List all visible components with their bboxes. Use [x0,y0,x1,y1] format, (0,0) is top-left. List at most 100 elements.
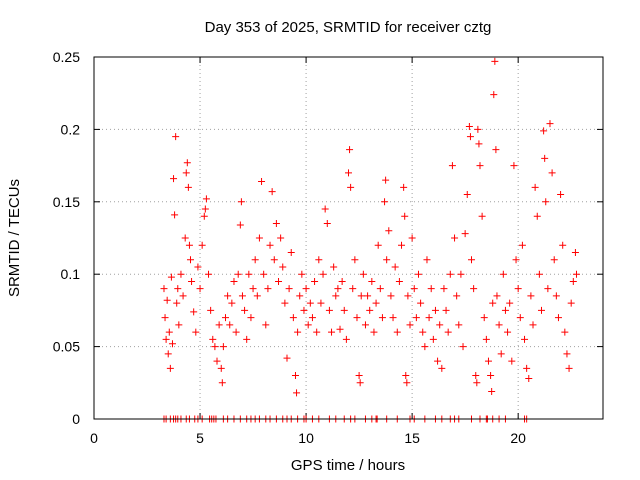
data-point [177,270,185,278]
data-point [361,321,369,329]
data-point [184,183,192,191]
data-point [200,212,208,220]
data-point [563,350,571,358]
data-point [495,321,503,329]
data-point [181,234,189,242]
data-point [548,169,556,177]
data-point [166,364,174,372]
data-point [346,146,354,154]
data-point [374,241,382,249]
data-point [300,306,308,314]
data-point [529,321,537,329]
y-tick-label: 0.15 [53,194,80,210]
data-point [262,321,270,329]
data-point [475,140,483,148]
data-point [281,299,289,307]
data-point [531,183,539,191]
data-point [167,273,175,281]
data-point [565,364,573,372]
data-point [514,285,522,293]
data-point [359,270,367,278]
data-point [162,335,170,343]
data-point [523,364,531,372]
x-tick-label: 5 [196,430,204,446]
data-point [427,285,435,293]
data-point [296,292,304,300]
data-point [364,292,372,300]
data-point [554,314,562,322]
data-point [412,314,420,322]
data-point [535,270,543,278]
data-point [541,154,549,162]
data-point [173,299,181,307]
data-point [366,306,374,314]
data-point [355,372,363,380]
data-point [465,123,473,131]
axis-ticks [93,56,603,420]
data-point [306,299,314,307]
data-point [345,169,352,177]
data-point [234,270,242,278]
data-point [463,191,471,199]
data-point [247,314,255,322]
data-point [338,277,346,285]
data-point [291,372,299,380]
data-point [518,241,526,249]
data-point [251,256,259,264]
data-point [330,263,338,271]
data-point [552,292,560,300]
data-point [383,256,391,264]
data-point [376,285,384,293]
data-point [315,256,323,264]
data-point [347,183,355,191]
data-point [219,343,227,351]
data-point [368,277,376,285]
x-tick-label: 15 [404,430,420,446]
data-point [525,374,533,382]
data-point [571,248,579,256]
data-point [501,306,509,314]
data-point [217,364,225,372]
data-point [550,256,558,264]
data-point [268,188,276,196]
x-tick-label: 20 [510,430,526,446]
data-point [403,379,411,387]
data-point [289,314,297,322]
data-point [391,263,399,271]
data-point [444,328,452,336]
data-point [461,230,469,238]
data-point [521,335,529,343]
data-point [332,292,340,300]
data-point [192,328,200,336]
data-point [188,277,196,285]
data-point [356,379,364,387]
data-point [516,314,524,322]
data-point [198,241,206,249]
data-point [264,285,272,293]
data-point [294,328,302,336]
data-point [453,292,461,300]
data-point [546,120,554,128]
data-point [451,234,459,242]
data-point [389,314,397,322]
data-point [228,299,236,307]
data-point [510,162,518,170]
data-point [201,205,209,213]
data-point [484,357,492,365]
data-point [202,195,210,203]
data-point [533,212,541,220]
data-point [482,335,490,343]
data-point [351,256,359,264]
data-point [417,299,425,307]
data-point [334,285,342,293]
data-point [182,169,190,177]
data-point [170,175,178,183]
data-point [308,314,316,322]
data-point [186,256,194,264]
data-point [287,248,295,256]
data-point [542,198,550,206]
data-point [572,270,580,278]
data-point [540,127,548,135]
data-point [446,270,454,278]
data-point [544,285,552,293]
